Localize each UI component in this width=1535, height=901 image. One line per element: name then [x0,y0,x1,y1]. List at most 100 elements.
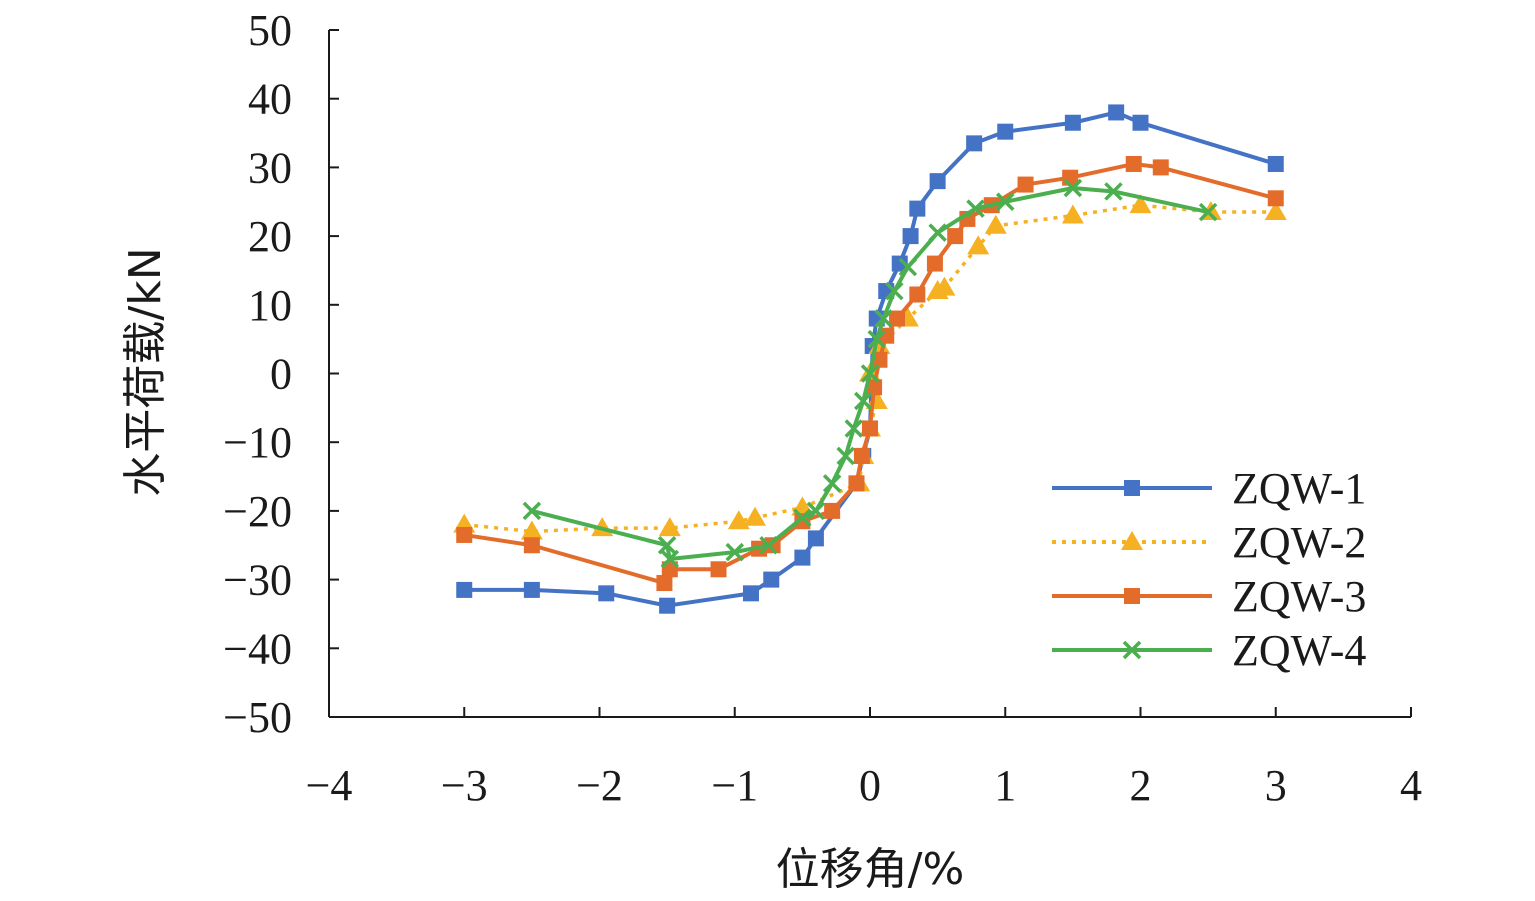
data-point [822,474,842,493]
data-point [867,329,886,349]
marker-stroke [860,364,880,383]
data-point [742,585,759,602]
marker-stroke [885,281,904,301]
data-point [793,508,812,528]
x-tick-label: 0 [859,761,881,810]
y-axis-title: 水平荷载/kN [120,247,171,496]
data-point [862,420,878,437]
x-tick-label: −1 [711,761,758,810]
legend-item-zqw-2: ZQW-2 [1052,518,1366,567]
y-tick-label: −30 [223,556,292,605]
marker-stroke [822,474,842,493]
y-tick-label: −40 [223,624,292,673]
marker-stroke [844,419,864,438]
marker-stroke [898,257,918,277]
x-tick-label: 2 [1130,761,1152,810]
data-point [854,391,873,411]
data-point [1104,182,1123,201]
data-point [984,214,1007,234]
data-point [523,581,540,598]
data-point [522,501,542,521]
data-point [1198,202,1218,222]
data-point [806,501,826,521]
data-point [656,575,673,592]
data-point [598,585,615,602]
data-point [794,549,811,566]
x-tick-label: −4 [306,761,353,810]
data-point [744,506,767,526]
data-point [1267,190,1284,207]
series-zqw-1 [456,104,1284,614]
data-point [966,135,983,152]
data-point [1132,114,1149,131]
legend-marker [1124,588,1140,604]
data-point [929,173,946,190]
data-point [889,310,906,327]
marker-stroke [793,508,812,528]
data-point [967,235,990,255]
data-point [909,286,926,303]
data-point [1267,155,1284,172]
data-point [659,597,676,614]
y-tick-label: 20 [248,212,292,261]
data-point [657,536,677,555]
data-point [1063,178,1083,198]
legend-label: ZQW-4 [1232,626,1366,675]
marker-stroke [854,391,873,411]
x-tick-label: −2 [576,761,623,810]
data-point [898,257,918,277]
data-point [824,502,841,519]
legend-item-zqw-4: ZQW-4 [1052,626,1366,675]
legend-marker [1124,480,1140,496]
data-point [725,542,744,562]
series-line [531,186,1209,561]
data-point [966,199,985,218]
data-point [909,200,926,217]
data-point [710,561,727,578]
data-point [1129,194,1152,214]
legend-marker [1122,640,1142,660]
data-point [1108,104,1125,121]
legend-label: ZQW-1 [1232,464,1366,513]
marker-stroke [522,501,542,521]
data-point [658,517,681,537]
data-point [807,530,824,547]
marker-stroke [836,446,855,466]
data-point [1061,204,1084,224]
marker-stroke [867,329,886,349]
data-point [727,510,750,530]
data-point [885,281,904,301]
data-point [928,223,947,242]
data-point [874,309,893,328]
x-tick-label: 1 [994,761,1016,810]
data-point [996,192,1015,211]
data-point [456,526,473,543]
legend-item-zqw-3: ZQW-3 [1052,572,1366,621]
series-zqw-4 [522,178,1218,569]
data-point [763,571,780,588]
data-point [891,255,908,272]
data-point [1064,114,1081,131]
y-tick-label: 40 [248,75,292,124]
x-tick-label: 3 [1265,761,1287,810]
data-point [902,228,919,245]
marker-stroke [1063,178,1083,198]
marker-stroke [1198,202,1218,222]
marker-stroke [874,309,893,328]
x-tick-label: −3 [441,761,488,810]
series-zqw-2 [453,194,1287,540]
data-point [933,276,956,296]
marker-stroke [928,223,947,242]
marker-stroke [1104,182,1123,201]
x-tick-label: 4 [1400,761,1422,810]
data-point [866,379,883,396]
data-point [860,364,880,383]
y-tick-label: −50 [223,693,292,742]
marker-stroke [1122,640,1142,660]
data-point [759,536,778,555]
data-point [1125,155,1142,172]
data-point [947,228,964,245]
y-tick-label: 10 [248,281,292,330]
